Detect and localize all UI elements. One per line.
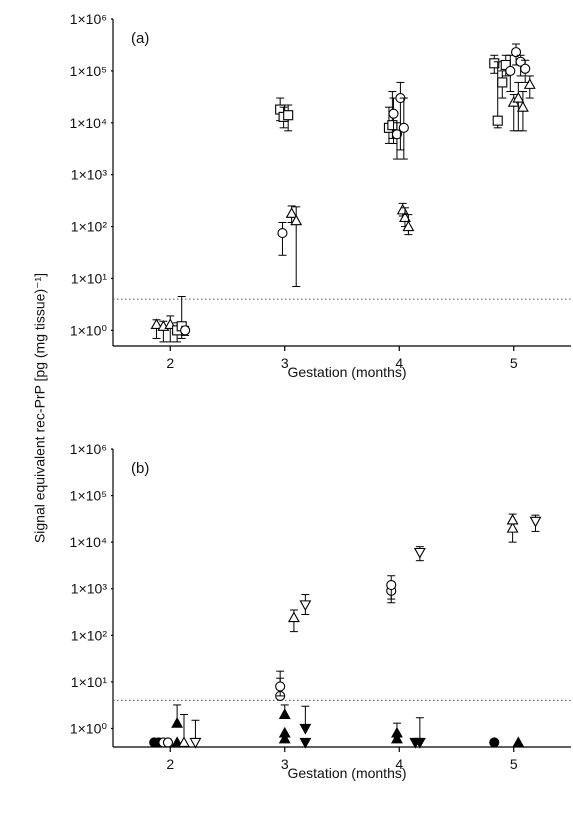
data-point-open-triangle-up <box>290 214 303 226</box>
x-tick-label: 5 <box>510 355 518 371</box>
data-point-open-triangle-down <box>299 600 312 612</box>
panel-b: 1×10⁰ 1×10¹ 1×10² 1×10³ 1×10⁴ 1×10⁵ 1×10⁶ 2 3 4 5 <box>69 441 571 772</box>
data-point-filled-triangle-down <box>413 737 426 749</box>
y-tick-label: 1×10⁴ <box>69 534 107 550</box>
data-point-filled-triangle-up <box>278 708 291 719</box>
data-point-open-triangle-up <box>516 101 529 112</box>
x-tick-label: 3 <box>281 756 289 772</box>
x-tick-label: 2 <box>166 756 174 772</box>
data-point-open-square <box>497 77 508 88</box>
x-tick-label: 4 <box>395 355 403 371</box>
y-tick-label: 1×10² <box>71 219 108 235</box>
data-point-open-circle <box>180 325 191 336</box>
data-point-filled-triangle-up <box>391 726 403 738</box>
panel-a: 1×10⁰ 1×10¹ 1×10² 1×10³ 1×10⁴ 1×10⁵ 1×10⁶ 2 3 4 5 <box>69 11 571 371</box>
data-point-open-triangle-up <box>399 211 411 222</box>
y-tick-label: 1×10³ <box>71 581 108 597</box>
y-tick-label: 1×10⁰ <box>70 322 108 338</box>
y-axis-label: Signal equivalent rec-PrP [pg (mg tissue… <box>31 272 48 544</box>
y-tick-label: 1×10⁵ <box>70 63 107 79</box>
data-point-open-circle <box>510 47 522 58</box>
data-point-filled-triangle-up <box>171 717 184 728</box>
x-axis-label-a: Gestation (months) <box>287 364 407 380</box>
data-point-open-triangle-up <box>285 207 298 218</box>
x-tick-label: 2 <box>166 355 174 371</box>
data-point-open-triangle-down <box>529 516 542 528</box>
data-point-open-triangle-up <box>402 220 415 232</box>
data-point-filled-triangle-up <box>278 732 291 744</box>
y-tick-label: 1×10⁶ <box>70 11 107 27</box>
data-point-open-triangle-up <box>506 513 519 525</box>
data-point-open-triangle-up <box>512 91 525 103</box>
data-point-open-triangle-up <box>506 522 519 533</box>
data-point-filled-triangle-down <box>299 723 312 735</box>
data-point-open-circle <box>505 65 516 76</box>
data-point-filled-triangle-down <box>299 737 312 749</box>
data-point-open-triangle-down <box>413 547 426 559</box>
y-tick-label: 1×10¹ <box>71 270 108 286</box>
data-point-open-circle <box>398 122 409 133</box>
y-tick-label: 1×10² <box>71 627 108 643</box>
data-point-open-circle <box>275 681 286 692</box>
data-point-filled-triangle-up <box>391 732 403 744</box>
panel-label-b: (b) <box>131 460 150 477</box>
x-tick-label: 5 <box>510 756 518 772</box>
data-point-open-triangle-up <box>287 611 300 623</box>
data-point-open-circle <box>388 108 399 119</box>
data-point-filled-triangle-up <box>278 726 291 738</box>
data-point-open-square <box>283 110 294 121</box>
data-point-open-triangle-down <box>189 737 202 749</box>
x-axis-label-b: Gestation (months) <box>287 765 407 781</box>
panel-label-a: (a) <box>131 30 150 47</box>
x-tick-label: 4 <box>395 756 403 772</box>
y-tick-label: 1×10⁶ <box>70 441 107 457</box>
data-point-open-triangle-up <box>396 203 409 215</box>
data-point-open-square <box>387 120 398 131</box>
data-point-open-square <box>492 115 503 126</box>
y-tick-label: 1×10⁴ <box>69 115 107 131</box>
data-point-open-circle <box>277 228 288 239</box>
data-point-open-square <box>489 58 500 69</box>
y-tick-label: 1×10⁵ <box>70 488 107 504</box>
data-point-open-circle <box>162 737 174 748</box>
data-point-open-triangle-up <box>523 78 536 89</box>
y-tick-label: 1×10¹ <box>71 674 108 690</box>
x-tick-label: 3 <box>281 355 289 371</box>
data-point-open-circle <box>391 129 403 140</box>
data-point-open-circle <box>520 63 531 74</box>
data-point-filled-circle <box>489 737 500 748</box>
data-point-filled-triangle-up <box>512 736 525 748</box>
data-point-open-triangle-up <box>150 318 163 330</box>
data-point-open-circle <box>386 579 397 591</box>
data-point-open-triangle-up <box>178 736 190 748</box>
y-tick-label: 1×10³ <box>71 167 108 183</box>
y-tick-label: 1×10⁰ <box>70 720 108 736</box>
